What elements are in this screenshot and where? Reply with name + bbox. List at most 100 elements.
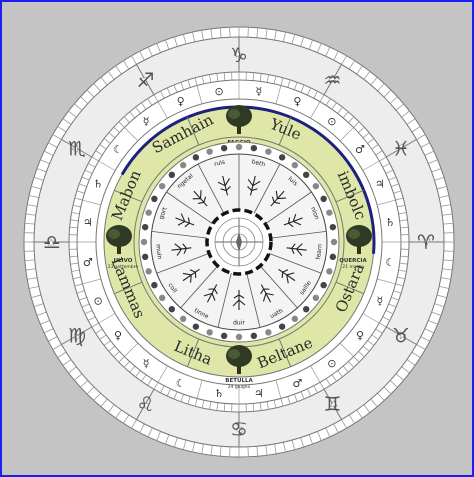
planet-symbol: ♄ [93,178,103,191]
rim-tick [325,46,331,57]
zodiac-marker [235,50,243,58]
rim-tick [43,150,54,156]
tree-name-label: BETULLA [225,378,253,384]
inner-rim-tick [379,322,387,328]
dark-half-arc [120,105,376,254]
wheel-center [205,208,273,276]
inner-rim-tick [216,73,219,82]
rim-tick [420,336,430,342]
rim-tick [25,213,36,216]
rim-tick [219,446,222,457]
rim-tick [308,434,313,445]
rim-tick [424,328,435,334]
moon-phase-dot [179,315,187,323]
inner-rim-tick [287,79,291,88]
inner-rim-tick [367,138,375,144]
rim-tick [27,277,38,280]
planet-symbol: ⊙ [214,85,223,98]
moon-phase-dot [179,161,187,169]
rim-tick [406,118,416,125]
zodiac-sign: ♍ [68,324,86,348]
planet-symbol: ♂ [292,377,302,390]
inner-rim-tick [319,94,325,102]
moon-phase-dot [192,154,200,161]
planet-symbol: ☾ [385,256,395,269]
rim-tick [356,65,363,75]
rim-tick [317,43,322,53]
tree-leaves [228,109,240,119]
rim-tick [416,344,426,350]
planet-symbol: ♃ [375,178,385,191]
sabbat-divider [186,117,200,146]
inner-rim-tick [141,374,147,382]
month-divider [217,272,232,328]
inner-rim-tick [313,91,318,99]
rim-tick [356,409,363,419]
inner-rim-tick [307,388,312,397]
rim-tick [74,373,83,381]
rim-tick [300,437,305,448]
rim-tick [36,311,47,316]
rim-tick [210,445,213,456]
inner-rim-tick [266,401,269,410]
planet-symbol: ☿ [143,115,150,128]
moon-phase-dot [220,332,228,340]
zodiac-sign: ♑ [230,43,248,67]
planet-symbol: ♀ [114,329,122,342]
inner-rim-tick [108,345,116,352]
inner-rim-tick [216,402,219,411]
planet-symbol: ☿ [143,357,150,370]
rim-tick [156,43,161,53]
zodiac-marker [397,143,404,152]
month-plant-sketch [278,268,296,284]
month-tree-label: ruis [213,159,225,168]
inner-rim-tick [280,77,284,86]
rim-tick [443,222,454,225]
zodiac-sign: ♐ [137,68,155,92]
planet-divider [98,160,116,171]
tree-date-label: 23 settembre [108,264,139,270]
moon-phase-dot [326,268,333,275]
inner-rim-tick [103,340,111,346]
inner-rim-tick [166,87,171,96]
moon-phase-dot [330,238,338,246]
inner-rim-tick [180,394,184,402]
rim-tick [182,34,187,45]
month-plant-sketch [182,268,200,283]
rim-tick [282,32,286,42]
inner-rim-tick [173,84,178,93]
inner-rim-tick [99,334,107,340]
inner-rim-tick [187,396,191,405]
month-tree-label: gort [158,206,169,221]
month-tree-label: coll [167,282,179,295]
rim-tick [48,142,58,148]
inner-rim-tick [375,328,383,334]
zodiac-marker [74,332,81,341]
rim-tick [57,126,67,133]
rim-tick [24,259,35,262]
month-plant-sketch [171,243,192,256]
inner-rim-tick [147,98,153,106]
moon-phase-dot [250,332,258,340]
moon-phase-dot [158,294,166,302]
month-plant-sketch [286,243,307,257]
inner-rim-tick [397,276,406,280]
rim-tick [401,366,410,374]
moon-phase-dot [151,195,158,203]
inner-rim-tick [135,106,141,114]
rim-tick [442,213,453,216]
planet-divider [377,278,396,285]
inner-rim-tick [95,150,103,156]
inner-rim-tick [300,391,305,400]
rim-tick [265,445,268,456]
month-divider [259,265,298,309]
moon-phase-dot [141,223,149,231]
inner-rim-tick [123,361,130,368]
rim-tick [282,442,286,452]
moon-phase-dot [140,238,148,246]
rim-tick [411,126,421,133]
planet-divider [377,199,396,206]
planet-divider [124,127,139,142]
rim-tick [173,437,178,448]
